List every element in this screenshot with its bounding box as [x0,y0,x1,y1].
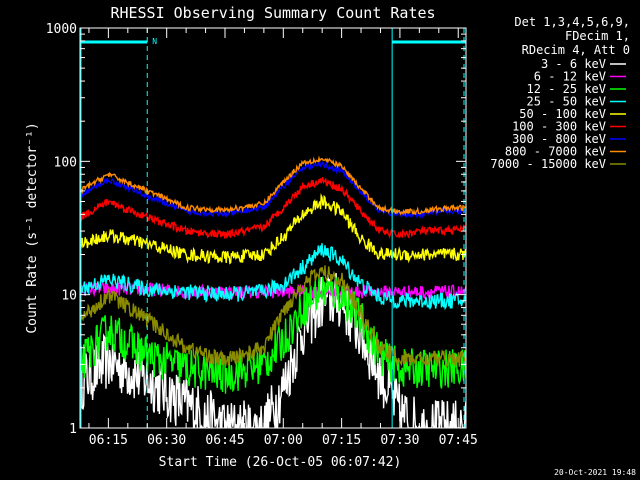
series-line-3 [80,243,466,311]
series-line-0 [80,272,466,428]
series-line-7 [80,155,466,216]
legend-label-2: 12 - 25 keV [527,82,606,96]
legend-label-7: 800 - 7000 keV [505,145,606,159]
legend-label-6: 300 - 800 keV [512,132,606,146]
series-line-8 [80,265,466,369]
x-tick-label-6: 07:45 [439,433,478,448]
x-axis-label: Start Time (26-Oct-05 06:07:42) [159,455,402,470]
legend-label-5: 100 - 300 keV [512,120,606,134]
plot-frame [79,27,467,429]
legend-label-3: 25 - 50 keV [527,95,606,109]
x-tick-label-4: 07:15 [322,433,361,448]
timestamp: 20-Oct-2021 19:48 [554,468,636,477]
x-tick-label-0: 06:15 [89,433,128,448]
x-tick-label-1: 06:30 [147,433,186,448]
legend-label-0: 3 - 6 keV [541,57,606,71]
night-marker-label: N [152,37,157,46]
chart-title: RHESSI Observing Summary Count Rates [110,4,435,22]
legend-label-1: 6 - 12 keV [534,70,606,84]
axes: 06:15 06:30 06:45 07:00 07:15 07:30 07:45 1 10 10… [46,22,478,448]
legend-header-1: FDecim 1, [565,29,630,43]
x-tick-label-2: 06:45 [205,433,244,448]
series-line-4 [80,193,466,265]
x-tick-label-3: 07:00 [264,433,303,448]
legend-header-2: RDecim 4, Att 0 [522,43,630,57]
y-tick-label-1: 10 [61,289,77,304]
y-tick-label-3: 1000 [46,22,77,37]
x-tick-label-5: 07:30 [380,433,419,448]
data-layer [80,155,466,428]
y-tick-label-2: 100 [54,155,77,170]
legend-label-8: 7000 - 15000 keV [490,157,606,171]
y-tick-label-0: 1 [69,422,77,437]
series-line-2 [80,275,466,394]
legend: Det 1,3,4,5,6,9,FDecim 1,RDecim 4, Att 0… [490,15,630,171]
series-line-6 [80,160,466,219]
legend-header-0: Det 1,3,4,5,6,9, [514,15,630,29]
night-intervals: N [80,28,466,428]
legend-label-4: 50 - 100 keV [519,107,606,121]
series-line-5 [80,176,466,240]
y-axis-label: Count Rate (s⁻¹ detector⁻¹) [25,122,40,333]
